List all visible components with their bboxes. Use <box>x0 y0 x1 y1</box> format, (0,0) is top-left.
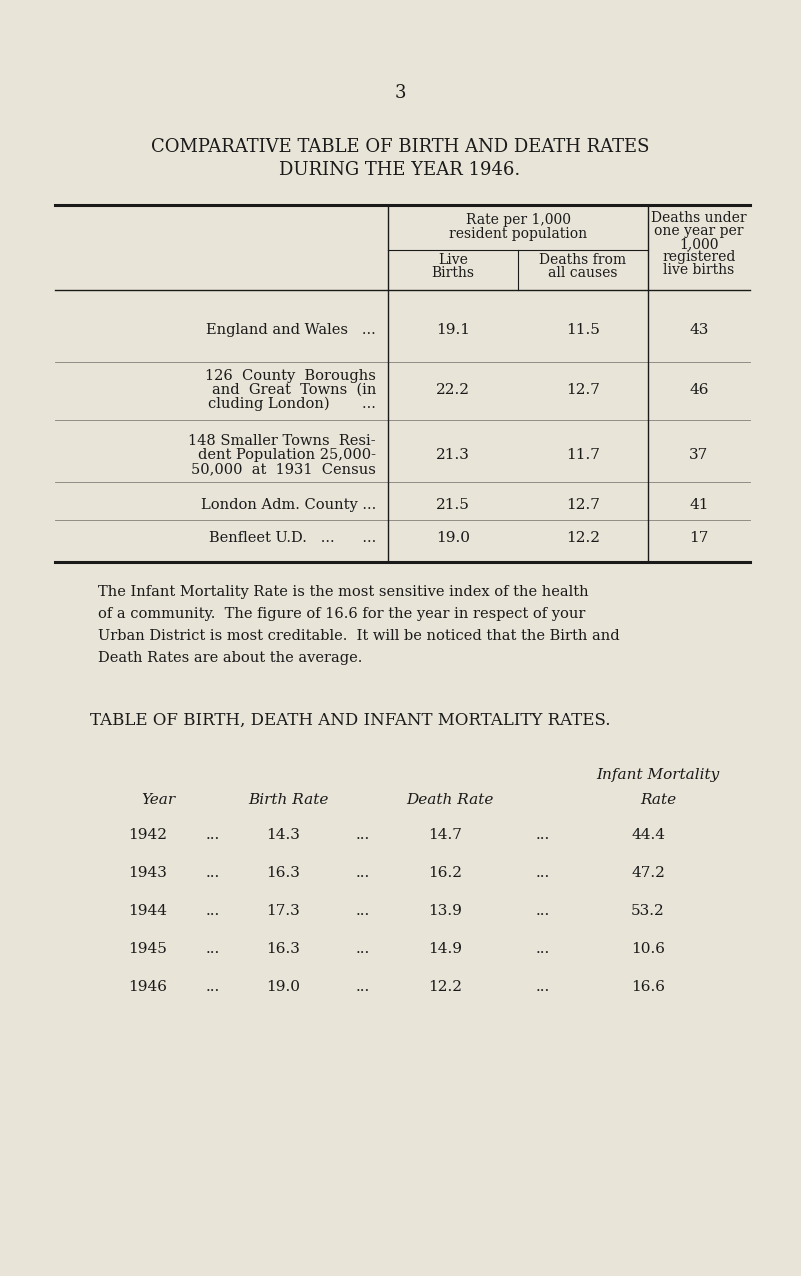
Text: 11.7: 11.7 <box>566 448 600 462</box>
Text: 44.4: 44.4 <box>631 828 665 842</box>
Text: 12.7: 12.7 <box>566 383 600 397</box>
Text: Benfleet U.D.   ...      ...: Benfleet U.D. ... ... <box>209 531 376 545</box>
Text: registered: registered <box>662 250 735 264</box>
Text: Deaths from: Deaths from <box>539 253 626 267</box>
Text: ...: ... <box>206 980 220 994</box>
Text: The Infant Mortality Rate is the most sensitive index of the health: The Infant Mortality Rate is the most se… <box>98 584 589 598</box>
Text: 46: 46 <box>689 383 709 397</box>
Text: Urban District is most creditable.  It will be noticed that the Birth and: Urban District is most creditable. It wi… <box>98 629 620 643</box>
Text: 41: 41 <box>689 498 709 512</box>
Text: 16.6: 16.6 <box>631 980 665 994</box>
Text: ...: ... <box>206 866 220 880</box>
Text: 17.3: 17.3 <box>266 903 300 917</box>
Text: Death Rate: Death Rate <box>406 792 493 806</box>
Text: 14.3: 14.3 <box>266 828 300 842</box>
Text: Rate per 1,000: Rate per 1,000 <box>465 213 570 227</box>
Text: ...: ... <box>536 828 550 842</box>
Text: 12.2: 12.2 <box>566 531 600 545</box>
Text: 12.7: 12.7 <box>566 498 600 512</box>
Text: London Adm. County ...: London Adm. County ... <box>201 498 376 512</box>
Text: Births: Births <box>432 265 474 279</box>
Text: resident population: resident population <box>449 227 587 241</box>
Text: 10.6: 10.6 <box>631 942 665 956</box>
Text: Year: Year <box>141 792 175 806</box>
Text: cluding London)       ...: cluding London) ... <box>208 397 376 411</box>
Text: 17: 17 <box>690 531 709 545</box>
Text: 19.1: 19.1 <box>436 323 470 337</box>
Text: 43: 43 <box>690 323 709 337</box>
Text: Birth Rate: Birth Rate <box>248 792 328 806</box>
Text: 21.5: 21.5 <box>436 498 470 512</box>
Text: 22.2: 22.2 <box>436 383 470 397</box>
Text: 1942: 1942 <box>128 828 167 842</box>
Text: 126  County  Boroughs: 126 County Boroughs <box>205 369 376 383</box>
Text: 13.9: 13.9 <box>428 903 462 917</box>
Text: 148 Smaller Towns  Resi-: 148 Smaller Towns Resi- <box>188 434 376 448</box>
Text: 1,000: 1,000 <box>679 237 718 251</box>
Text: ...: ... <box>206 942 220 956</box>
Text: England and Wales   ...: England and Wales ... <box>206 323 376 337</box>
Text: TABLE OF BIRTH, DEATH AND INFANT MORTALITY RATES.: TABLE OF BIRTH, DEATH AND INFANT MORTALI… <box>90 712 610 729</box>
Text: 21.3: 21.3 <box>436 448 470 462</box>
Text: 53.2: 53.2 <box>631 903 665 917</box>
Text: 37: 37 <box>690 448 709 462</box>
Text: ...: ... <box>356 866 370 880</box>
Text: 11.5: 11.5 <box>566 323 600 337</box>
Text: 16.3: 16.3 <box>266 942 300 956</box>
Text: 3: 3 <box>394 84 406 102</box>
Text: 1944: 1944 <box>128 903 167 917</box>
Text: ...: ... <box>356 903 370 917</box>
Text: COMPARATIVE TABLE OF BIRTH AND DEATH RATES: COMPARATIVE TABLE OF BIRTH AND DEATH RAT… <box>151 138 650 156</box>
Text: 1943: 1943 <box>129 866 167 880</box>
Text: ...: ... <box>356 980 370 994</box>
Text: ...: ... <box>206 828 220 842</box>
Text: 16.3: 16.3 <box>266 866 300 880</box>
Text: Death Rates are about the average.: Death Rates are about the average. <box>98 651 362 665</box>
Text: ...: ... <box>356 828 370 842</box>
Text: one year per: one year per <box>654 225 744 239</box>
Text: ...: ... <box>206 903 220 917</box>
Text: 19.0: 19.0 <box>266 980 300 994</box>
Text: 50,000  at  1931  Census: 50,000 at 1931 Census <box>191 462 376 476</box>
Text: of a community.  The figure of 16.6 for the year in respect of your: of a community. The figure of 16.6 for t… <box>98 607 586 621</box>
Text: all causes: all causes <box>548 265 618 279</box>
Text: Deaths under: Deaths under <box>651 211 747 225</box>
Text: 14.7: 14.7 <box>428 828 462 842</box>
Text: live births: live births <box>663 263 735 277</box>
Text: 14.9: 14.9 <box>428 942 462 956</box>
Text: Rate: Rate <box>640 792 676 806</box>
Text: 1946: 1946 <box>128 980 167 994</box>
Text: ...: ... <box>356 942 370 956</box>
Text: Live: Live <box>438 253 468 267</box>
Text: 12.2: 12.2 <box>428 980 462 994</box>
Text: ...: ... <box>536 866 550 880</box>
Text: dent Population 25,000-: dent Population 25,000- <box>198 448 376 462</box>
Text: 16.2: 16.2 <box>428 866 462 880</box>
Text: DURING THE YEAR 1946.: DURING THE YEAR 1946. <box>280 161 521 179</box>
Text: 47.2: 47.2 <box>631 866 665 880</box>
Text: Infant Mortality: Infant Mortality <box>597 768 719 782</box>
Text: 19.0: 19.0 <box>436 531 470 545</box>
Text: and  Great  Towns  (in: and Great Towns (in <box>211 383 376 397</box>
Text: ...: ... <box>536 980 550 994</box>
Text: 1945: 1945 <box>129 942 167 956</box>
Text: ...: ... <box>536 903 550 917</box>
Text: ...: ... <box>536 942 550 956</box>
